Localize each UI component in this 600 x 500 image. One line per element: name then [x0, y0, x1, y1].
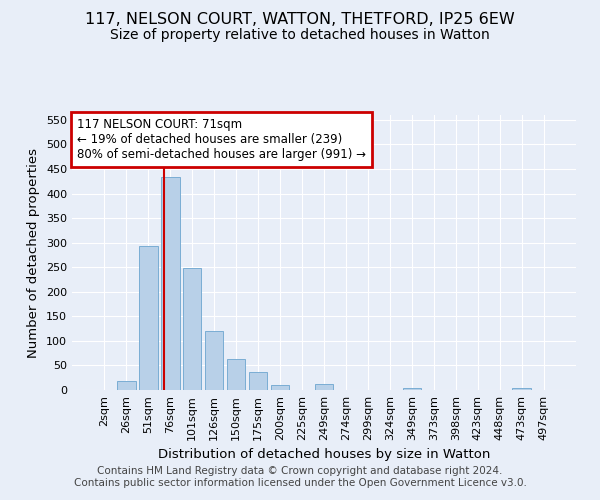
- Bar: [161, 178, 179, 390]
- Bar: [249, 372, 268, 390]
- Bar: [139, 246, 158, 390]
- Text: Contains HM Land Registry data © Crown copyright and database right 2024.
Contai: Contains HM Land Registry data © Crown c…: [74, 466, 526, 487]
- Bar: [271, 385, 289, 390]
- X-axis label: Distribution of detached houses by size in Watton: Distribution of detached houses by size …: [158, 448, 490, 462]
- Bar: [512, 388, 531, 390]
- Bar: [205, 331, 223, 390]
- Bar: [183, 268, 202, 390]
- Bar: [403, 388, 421, 390]
- Bar: [117, 381, 136, 390]
- Text: Size of property relative to detached houses in Watton: Size of property relative to detached ho…: [110, 28, 490, 42]
- Bar: [227, 358, 245, 390]
- Text: 117 NELSON COURT: 71sqm
← 19% of detached houses are smaller (239)
80% of semi-d: 117 NELSON COURT: 71sqm ← 19% of detache…: [77, 118, 366, 161]
- Bar: [314, 384, 334, 390]
- Text: 117, NELSON COURT, WATTON, THETFORD, IP25 6EW: 117, NELSON COURT, WATTON, THETFORD, IP2…: [85, 12, 515, 28]
- Y-axis label: Number of detached properties: Number of detached properties: [28, 148, 40, 358]
